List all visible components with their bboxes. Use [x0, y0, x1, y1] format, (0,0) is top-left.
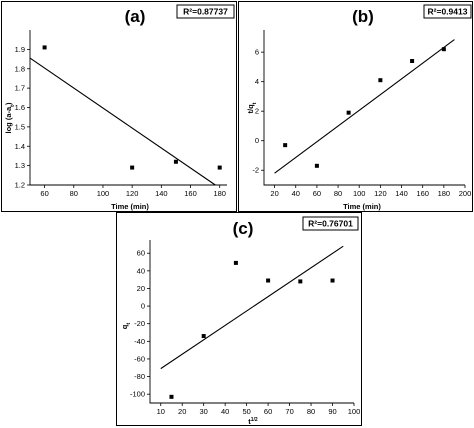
data-point-b — [346, 110, 351, 115]
x-tick-label-a: 160 — [184, 189, 197, 198]
data-point-b — [283, 143, 288, 148]
data-point-c — [201, 334, 206, 339]
panel-a — [1, 1, 237, 212]
data-point-c — [330, 278, 335, 283]
y-tick-label-c: 20 — [137, 284, 145, 293]
x-tick-label-a: 120 — [126, 189, 139, 198]
y-tick-label-a: 1.4 — [15, 142, 25, 151]
y-tick-label-c: -60 — [134, 354, 145, 363]
r2-box-b — [423, 4, 472, 19]
x-tick-label-b: 180 — [438, 189, 451, 198]
y-tick-label-c: -100 — [130, 390, 145, 399]
y-tick-label-b: 0 — [255, 136, 259, 145]
data-point-c — [233, 260, 238, 265]
y-tick-label-c: -80 — [134, 372, 145, 381]
data-point-b — [441, 47, 446, 52]
y-axis-title-b: t/qt — [246, 102, 258, 113]
x-tick-label-a: 180 — [213, 189, 226, 198]
data-point-a — [42, 45, 47, 50]
y-tick-label-c: 0 — [141, 302, 145, 311]
data-point-c — [298, 279, 303, 284]
fit-line-a — [29, 57, 216, 186]
y-tick-label-b: -2 — [252, 166, 259, 175]
x-tick-label-a: 60 — [40, 189, 48, 198]
data-point-a — [217, 165, 222, 170]
x-tick-label-c: 100 — [348, 407, 361, 416]
x-tick-label-a: 140 — [155, 189, 168, 198]
x-tick-label-b: 200 — [459, 189, 472, 198]
x-tick-label-b: 140 — [395, 189, 408, 198]
fit-line-c — [160, 245, 344, 370]
x-tick-label-b: 40 — [292, 189, 300, 198]
x-tick-label-c: 70 — [285, 407, 293, 416]
x-tick-label-c: 30 — [200, 407, 208, 416]
x-tick-label-b: 160 — [416, 189, 429, 198]
axes-c — [149, 240, 354, 404]
y-tick-label-a: 1.3 — [15, 161, 25, 170]
panel-label-c: (c) — [233, 219, 254, 238]
y-tick-label-a: 1.9 — [15, 45, 25, 54]
x-tick-label-a: 100 — [97, 189, 110, 198]
data-point-b — [378, 78, 383, 83]
y-axis-title-a: log (a-at) — [4, 102, 16, 134]
y-tick-label-a: 1.8 — [15, 64, 25, 73]
x-tick-label-b: 20 — [270, 189, 278, 198]
data-point-c — [266, 278, 271, 283]
fit-line-b — [274, 39, 455, 174]
x-tick-label-c: 20 — [178, 407, 186, 416]
y-tick-label-a: 1.5 — [15, 122, 25, 131]
panel-label-b: (b) — [352, 7, 374, 26]
axes-a — [29, 30, 227, 186]
panel-c — [116, 212, 362, 426]
y-tick-label-a: 1.7 — [15, 84, 25, 93]
y-tick-label-a: 1.6 — [15, 103, 25, 112]
r2-box-c — [302, 216, 359, 231]
r2-label-c: R²=0.76701 — [308, 219, 353, 229]
x-tick-label-c: 50 — [242, 407, 250, 416]
x-axis-title-b: Time (min) — [343, 202, 381, 211]
x-tick-label-c: 10 — [157, 407, 165, 416]
panel-label-a: (a) — [125, 7, 146, 26]
r2-label-a: R²=0.87737 — [183, 7, 228, 17]
panel-b — [238, 1, 473, 212]
y-tick-label-b: 2 — [255, 107, 259, 116]
x-tick-label-b: 80 — [334, 189, 342, 198]
y-tick-label-b: 6 — [255, 48, 259, 57]
y-tick-label-c: -20 — [134, 319, 145, 328]
data-point-a — [130, 165, 135, 170]
r2-box-a — [176, 4, 235, 19]
axes-b — [263, 30, 465, 186]
x-tick-label-b: 100 — [353, 189, 366, 198]
y-axis-title-c: qt — [120, 323, 132, 330]
x-tick-label-a: 80 — [70, 189, 78, 198]
data-point-c — [169, 394, 174, 399]
x-tick-label-b: 120 — [374, 189, 387, 198]
y-tick-label-a: 1.2 — [15, 181, 25, 190]
data-point-b — [314, 163, 319, 168]
y-tick-label-c: 40 — [137, 266, 145, 275]
x-tick-label-b: 60 — [313, 189, 321, 198]
y-tick-label-c: 60 — [137, 249, 145, 258]
r2-label-b: R²=0.9413 — [428, 7, 468, 17]
y-tick-label-b: 4 — [255, 77, 259, 86]
x-axis-title-c: t1/2 — [248, 417, 258, 426]
x-tick-label-c: 60 — [264, 407, 272, 416]
x-axis-title-a: Time (min) — [111, 202, 149, 211]
data-point-a — [173, 159, 178, 164]
x-tick-label-c: 80 — [307, 407, 315, 416]
x-tick-label-c: 90 — [328, 407, 336, 416]
y-tick-label-c: -40 — [134, 337, 145, 346]
x-tick-label-c: 40 — [221, 407, 229, 416]
data-point-b — [410, 59, 415, 63]
